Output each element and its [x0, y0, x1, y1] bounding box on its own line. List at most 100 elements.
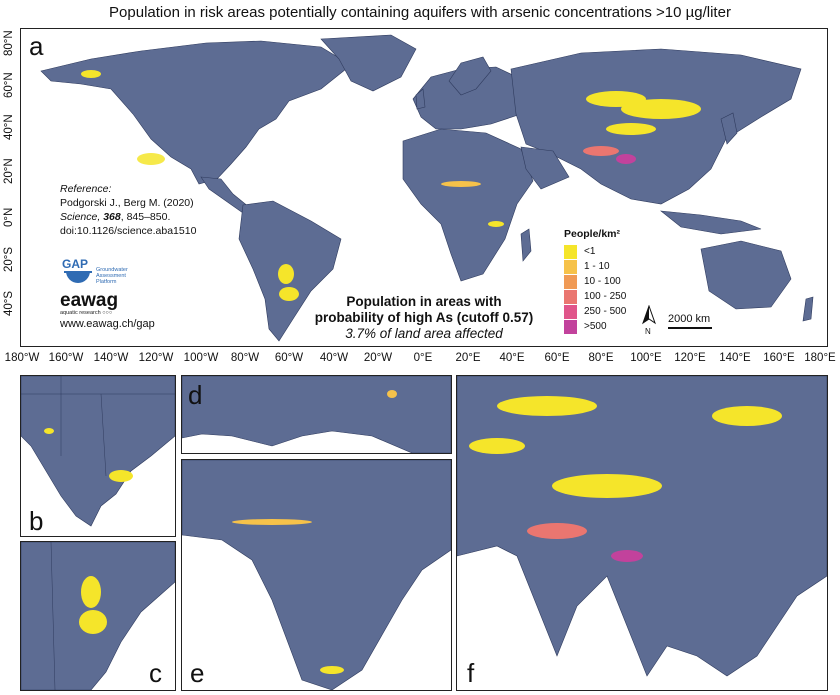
eawag-logo: eawag — [60, 290, 119, 311]
panel-d-svg — [182, 376, 451, 453]
lon-tick: 40°E — [499, 352, 525, 364]
legend-swatch — [564, 304, 577, 319]
panel-label-c: c — [149, 658, 162, 688]
arsenic-risk-areas-a — [81, 70, 701, 301]
land-north-america — [40, 40, 352, 185]
lon-tick: 100°W — [183, 352, 219, 364]
gap-line-2: Assessment — [96, 273, 126, 279]
lon-tick: 120°E — [674, 352, 706, 364]
panel-label-d: d — [188, 380, 203, 410]
land-africa — [402, 128, 534, 282]
legend: People/km² <1 1 - 10 10 - 100 100 - 250 … — [564, 228, 626, 334]
legend-label: 10 - 100 — [584, 276, 621, 287]
legend-item: <1 — [564, 244, 626, 259]
lon-tick: 80°E — [588, 352, 614, 364]
land-new-zealand — [802, 296, 814, 322]
lon-tick: 40°W — [319, 352, 349, 364]
reference-citation: Science, 368, 845–850. — [60, 210, 196, 224]
legend-item: 100 - 250 — [564, 289, 626, 304]
legend-label: 100 - 250 — [584, 291, 627, 302]
lon-tick: 0°E — [413, 352, 433, 364]
reference-pages: , 845–850. — [120, 211, 171, 223]
lat-tick: 40°N — [3, 114, 15, 140]
legend-swatch — [564, 244, 577, 259]
lon-tick: 60°W — [274, 352, 304, 364]
lat-tick: 80°N — [3, 30, 15, 56]
panel-f-asia: f — [456, 375, 828, 691]
land-greenland — [320, 34, 417, 92]
north-label: N — [645, 327, 651, 335]
panel-b-north-america: b — [20, 375, 176, 537]
lon-tick: 180°W — [4, 352, 40, 364]
gap-line-1: Groundwater — [96, 267, 128, 273]
panel-d-europe: d — [181, 375, 452, 454]
legend-item: 10 - 100 — [564, 274, 626, 289]
land-uk — [415, 88, 426, 110]
reference-block: Reference: Podgorski J., Berg M. (2020) … — [60, 182, 196, 238]
lat-tick: 40°S — [3, 290, 15, 316]
reference-volume: 368 — [103, 211, 121, 223]
lon-tick: 100°E — [630, 352, 662, 364]
lat-tick: 0°N — [3, 207, 15, 227]
gap-logo: GAP Groundwater Assessment Platform — [60, 256, 170, 293]
legend-label: <1 — [584, 246, 596, 257]
lon-tick: 20°E — [455, 352, 481, 364]
legend-item: 250 - 500 — [564, 304, 626, 319]
panel-e-svg — [182, 460, 451, 690]
lon-tick: 160°W — [48, 352, 84, 364]
caption-line-2: probability of high As (cutoff 0.57) — [314, 310, 534, 325]
panel-label-b: b — [29, 506, 44, 536]
lat-tick: 60°N — [3, 72, 15, 98]
land-australia — [700, 240, 792, 310]
lat-tick: 20°N — [3, 158, 15, 184]
lon-tick: 120°W — [138, 352, 174, 364]
legend-title: People/km² — [564, 228, 621, 240]
lon-tick: 60°E — [544, 352, 570, 364]
reference-doi: doi:10.1126/science.aba1510 — [60, 225, 197, 237]
legend-item: >500 — [564, 319, 626, 334]
caption-line-3: 3.7% of land area affected — [345, 326, 503, 341]
gap-logo-icon: GAP Groundwater Assessment Platform — [62, 257, 128, 285]
panel-a-world-map: a — [20, 28, 828, 347]
reference-authors: Podgorski J., Berg M. (2020) — [60, 197, 194, 209]
legend-item: 1 - 10 — [564, 259, 626, 274]
panel-label-e: e — [190, 658, 205, 688]
land-arabia — [520, 146, 570, 190]
world-map-svg — [40, 34, 814, 342]
legend-swatch — [564, 289, 577, 304]
panel-f-svg — [457, 376, 827, 677]
panel-label-a: a — [29, 31, 44, 61]
north-arrow-icon: N — [642, 304, 656, 336]
lon-tick: 160°E — [763, 352, 795, 364]
lon-tick: 180°E — [804, 352, 836, 364]
panel-b-svg — [21, 376, 175, 527]
north-arrow: N — [641, 304, 657, 340]
scale-label: 2000 km — [668, 313, 711, 325]
land-scandinavia — [448, 56, 492, 96]
legend-label: 1 - 10 — [584, 261, 610, 272]
map-caption: Population in areas with probability of … — [284, 294, 564, 342]
legend-label: 250 - 500 — [584, 306, 627, 317]
panel-e-africa: e — [181, 459, 452, 691]
legend-swatch — [564, 319, 577, 334]
legend-swatch — [564, 259, 577, 274]
gap-letters: GAP — [62, 257, 88, 271]
website-link[interactable]: www.eawag.ch/gap — [60, 318, 155, 330]
legend-swatch — [564, 274, 577, 289]
gap-line-3: Platform — [96, 279, 117, 285]
lon-tick: 140°E — [719, 352, 751, 364]
panel-c-south-america: c — [20, 541, 176, 691]
panel-label-f: f — [467, 658, 475, 688]
scale-bar: 2000 km — [668, 313, 712, 329]
lat-tick: 20°S — [3, 246, 15, 272]
land-japan — [720, 112, 738, 145]
land-central-america — [200, 176, 250, 214]
land-madagascar — [520, 228, 532, 262]
panel-c-svg — [21, 542, 175, 690]
lon-tick: 20°W — [363, 352, 393, 364]
lon-tick: 140°W — [93, 352, 129, 364]
reference-heading: Reference: — [60, 183, 112, 195]
lon-tick: 80°W — [230, 352, 260, 364]
caption-line-1: Population in areas with — [346, 294, 502, 309]
scale-bar-line — [668, 327, 712, 329]
